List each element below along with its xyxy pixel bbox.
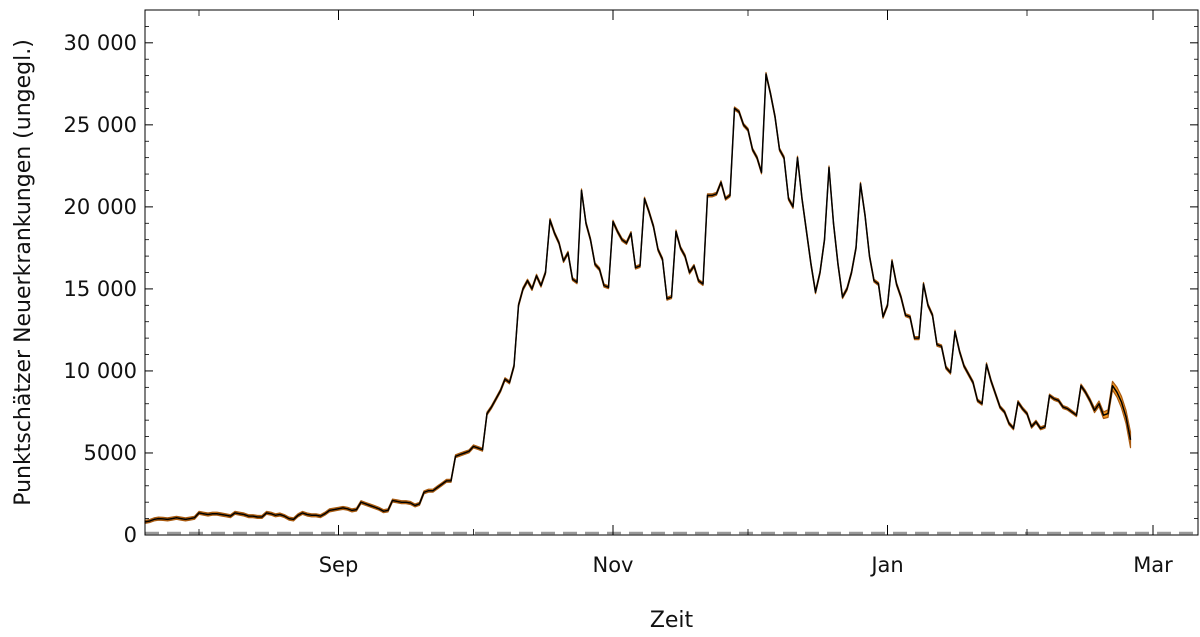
- x-axis-title: Zeit: [650, 608, 694, 633]
- y-tick-label: 20 000: [64, 195, 137, 219]
- x-tick-label: Sep: [319, 553, 359, 577]
- y-axis: 0 5000 10 000 15 000 20 000 25 000 30 000: [64, 26, 1198, 547]
- x-axis: Sep Nov Jan Mar: [198, 10, 1173, 577]
- x-tick-label: Nov: [593, 553, 634, 577]
- x-tick-label: Jan: [869, 553, 903, 577]
- y-tick-label: 0: [124, 523, 137, 547]
- series-line-path: [144, 73, 1132, 523]
- plot-frame: [144, 9, 1199, 536]
- y-tick-label: 30 000: [64, 31, 137, 55]
- y-tick-label: 25 000: [64, 113, 137, 137]
- confidence-band-area: [144, 71, 1132, 525]
- confidence-band: [144, 71, 1132, 525]
- x-tick-label: Mar: [1133, 553, 1173, 577]
- series-line: [144, 73, 1132, 523]
- y-axis-title: Punktschätzer Neuerkrankungen (ungegl.): [11, 39, 36, 506]
- y-tick-label: 10 000: [64, 359, 137, 383]
- y-tick-label: 5000: [84, 441, 137, 465]
- y-tick-label: 15 000: [64, 277, 137, 301]
